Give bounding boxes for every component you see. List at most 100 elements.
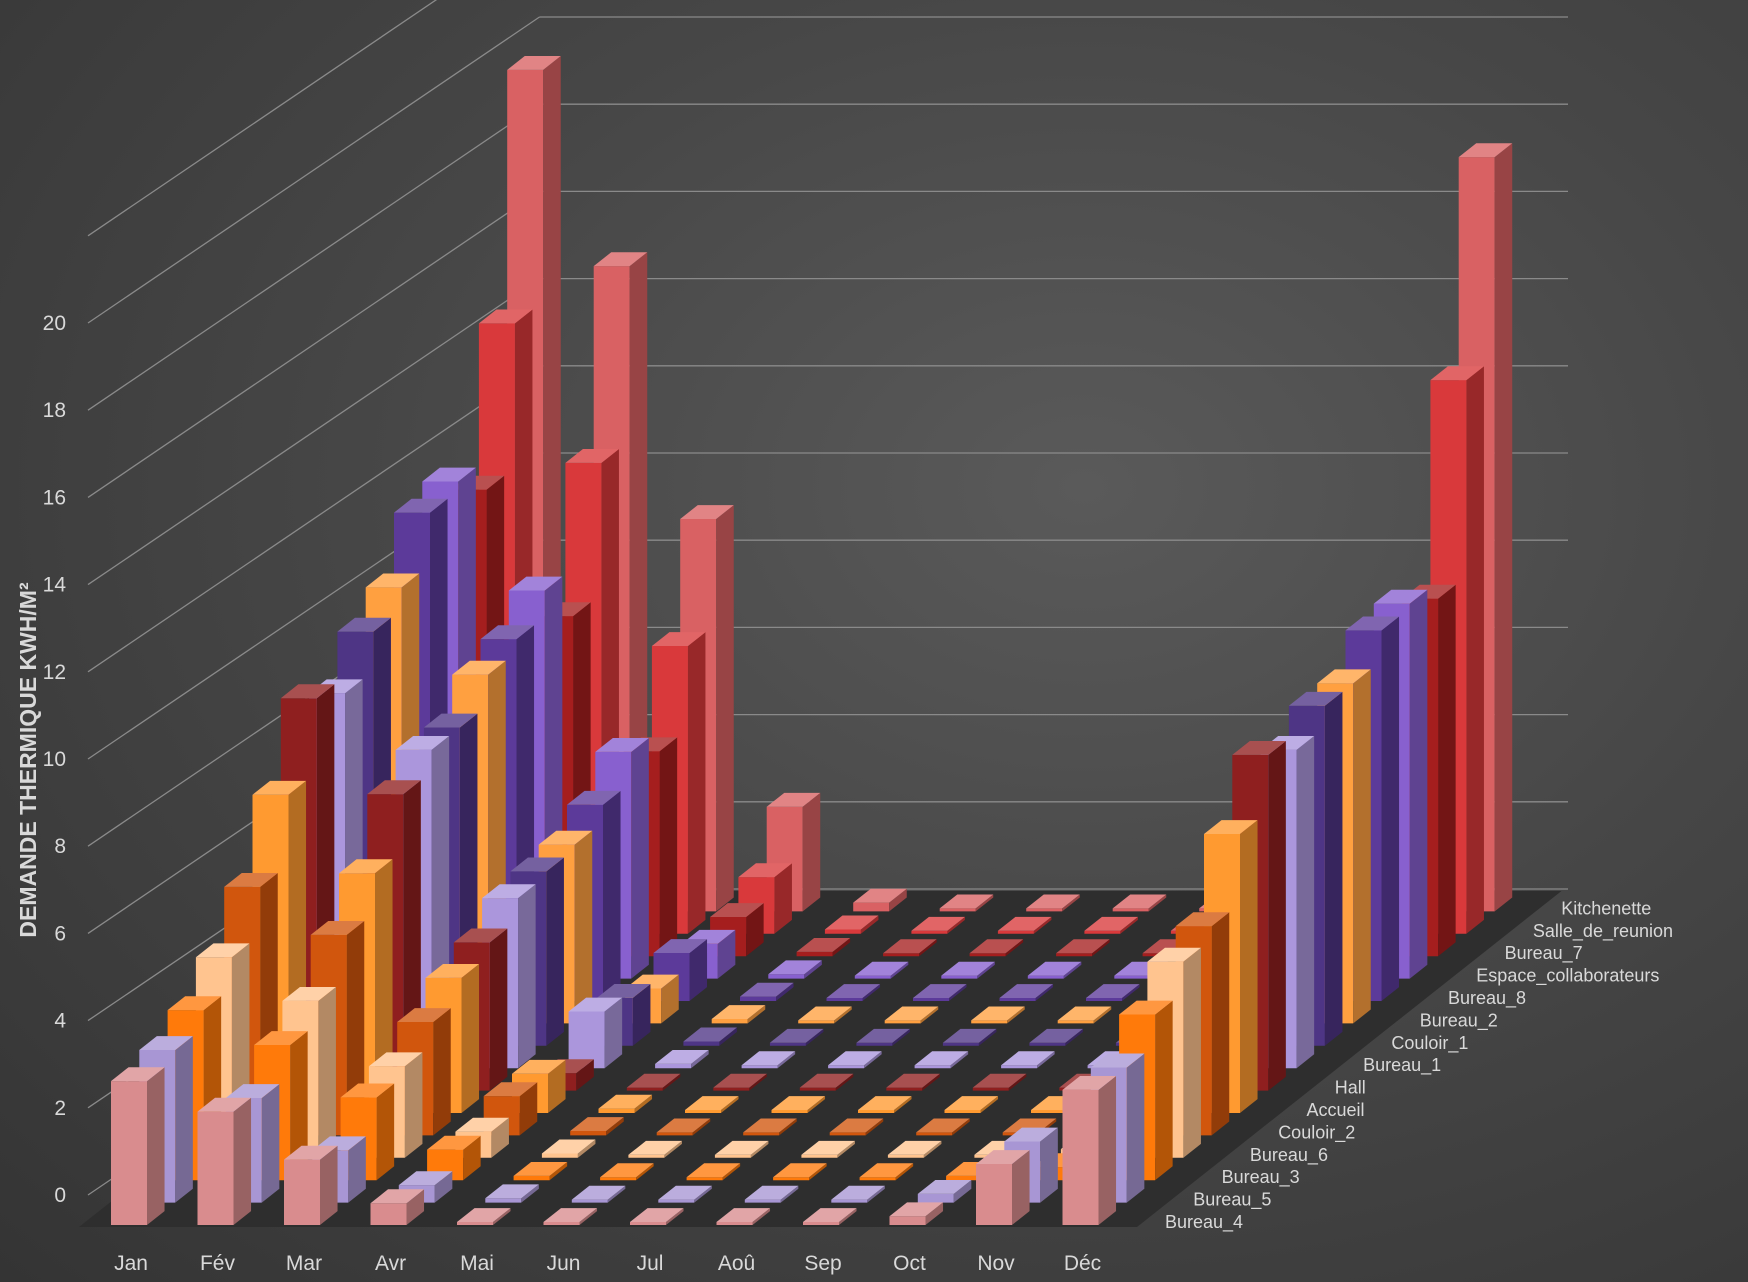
x-axis-tick-labels: Jan Fév Mar Avr Mai Jun Jul Aoû Sep Oct Nov Déc (114, 1252, 1101, 1275)
bar (859, 1163, 914, 1181)
series-label: Bureau_4 (1165, 1212, 1243, 1233)
series-label: Kitchenette (1561, 898, 1651, 918)
x-tick-label: Aoû (718, 1252, 755, 1275)
bar (886, 1073, 940, 1091)
series-label: Bureau_7 (1505, 943, 1583, 964)
bar (801, 1140, 855, 1158)
x-tick-label: Mai (460, 1252, 494, 1275)
bar (713, 1073, 767, 1091)
bar (911, 916, 965, 934)
x-tick-label: Jan (114, 1252, 148, 1275)
bar (972, 1073, 1027, 1091)
bar (370, 1189, 425, 1225)
bar (769, 1028, 824, 1046)
series-label: Salle_de_reunion (1533, 921, 1673, 942)
bar (1057, 1006, 1112, 1024)
bar (686, 1163, 741, 1181)
bar (685, 1096, 739, 1113)
bar (939, 894, 994, 912)
bar (541, 1139, 596, 1158)
y-axis-tick-labels: 0 2 4 6 8 10 12 14 16 18 20 (43, 312, 67, 1207)
bar (1086, 984, 1140, 1001)
bar (976, 1150, 1030, 1225)
y-tick-label: 14 (43, 574, 67, 597)
x-tick-label: Nov (977, 1252, 1015, 1275)
bar (740, 982, 794, 1001)
bar (803, 1208, 857, 1225)
bar (1112, 894, 1167, 912)
bars (111, 56, 1513, 1225)
series-label: Couloir_2 (1278, 1122, 1355, 1143)
bar (284, 1145, 338, 1225)
x-tick-label: Mar (286, 1252, 322, 1275)
y-axis-title: DEMANDE THERMIQUE KWH/M² (15, 582, 41, 938)
bar (916, 1118, 970, 1136)
bar (628, 1140, 682, 1158)
bar (513, 1161, 568, 1181)
bar (1029, 1028, 1083, 1046)
series-label: Accueil (1307, 1100, 1365, 1120)
bar (543, 1208, 598, 1225)
bar (799, 1073, 854, 1091)
bar (826, 984, 881, 1001)
bar (714, 1140, 769, 1158)
bar (1027, 961, 1082, 979)
bar (457, 1208, 511, 1225)
y-tick-label: 18 (43, 399, 66, 422)
bar (658, 1185, 712, 1203)
x-tick-label: Avr (375, 1252, 406, 1275)
x-tick-label: Fév (200, 1252, 236, 1275)
bar (741, 1051, 796, 1069)
gridline-diagonal (87, 278, 540, 586)
bar (829, 1118, 884, 1136)
bar (831, 1185, 885, 1203)
x-tick-label: Déc (1064, 1252, 1101, 1275)
bar (568, 997, 623, 1069)
y-tick-label: 6 (54, 922, 66, 945)
y-tick-label: 10 (43, 748, 66, 771)
series-label: Bureau_6 (1250, 1145, 1328, 1166)
gridline-diagonal (87, 190, 540, 498)
x-tick-label: Oct (893, 1252, 926, 1275)
bar (798, 1006, 852, 1024)
series-label: Bureau_5 (1193, 1190, 1271, 1211)
y-tick-label: 4 (54, 1010, 66, 1033)
x-tick-label: Jun (547, 1252, 581, 1275)
bar (889, 1202, 944, 1225)
bar (969, 939, 1024, 957)
y-tick-label: 0 (54, 1184, 66, 1207)
series-label: Bureau_1 (1363, 1055, 1441, 1076)
bar (1026, 894, 1080, 912)
bar (1001, 1051, 1055, 1069)
bar (571, 1185, 626, 1203)
series-label: Couloir_1 (1391, 1033, 1468, 1054)
gridline-diagonal (87, 103, 540, 411)
bar (853, 888, 907, 912)
bar (913, 984, 967, 1001)
bar (917, 1179, 972, 1203)
series-label: Hall (1335, 1078, 1366, 1098)
bar (1056, 939, 1110, 957)
bar (884, 1006, 939, 1024)
bar (683, 1027, 737, 1046)
series-label: Bureau_8 (1448, 988, 1526, 1009)
bar (570, 1117, 624, 1136)
bar (858, 1096, 912, 1113)
bar (768, 960, 822, 979)
y-tick-label: 12 (43, 661, 66, 684)
bar (630, 1208, 684, 1225)
bar (716, 1208, 771, 1225)
bar (883, 939, 937, 957)
x-tick-label: Sep (804, 1252, 841, 1275)
bar (824, 915, 879, 934)
bar (944, 1096, 999, 1113)
y-tick-label: 20 (43, 312, 66, 335)
bar (914, 1051, 969, 1069)
bar (887, 1140, 942, 1158)
bar (997, 916, 1052, 934)
bar (111, 1067, 165, 1225)
bar (655, 1049, 709, 1069)
gridline-diagonal (87, 0, 438, 237)
y-tick-label: 16 (43, 486, 66, 509)
